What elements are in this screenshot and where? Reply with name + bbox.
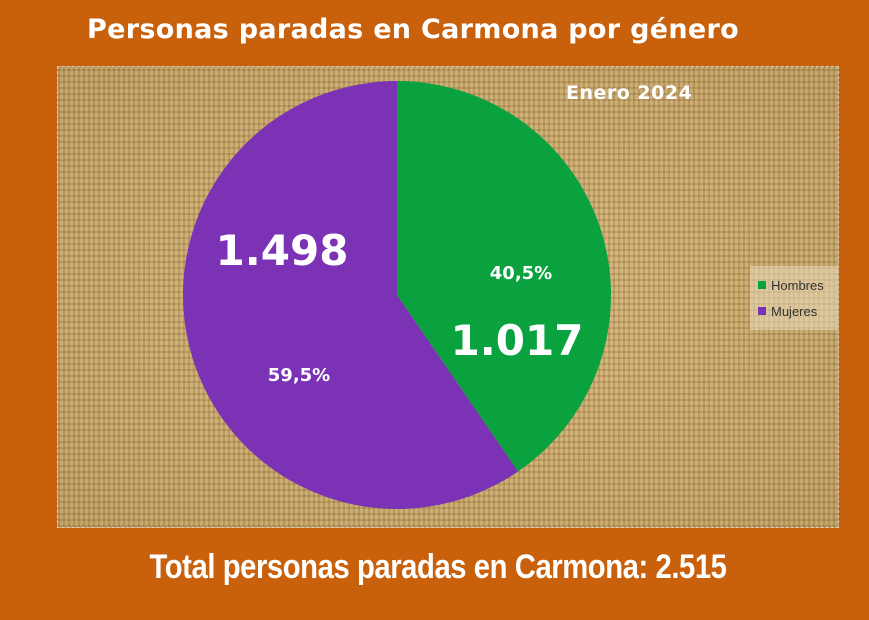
total-footer: Total personas paradas en Carmona: 2.515 (149, 548, 727, 586)
value-label-mujeres: 1.498 (216, 226, 349, 275)
percent-label-hombres: 40,5% (490, 263, 552, 284)
legend-label-hombres: Hombres (771, 277, 824, 293)
percent-label-mujeres: 59,5% (268, 365, 330, 386)
pie-slice-hombres (397, 81, 611, 472)
pie-slice-mujeres (182, 81, 518, 509)
legend-swatch-mujeres (758, 307, 766, 315)
legend-item-mujeres: Mujeres (758, 298, 838, 324)
legend-label-mujeres: Mujeres (771, 303, 818, 319)
legend-swatch-hombres (758, 281, 766, 289)
legend-item-hombres: Hombres (758, 272, 838, 298)
chart-legend: Hombres Mujeres (750, 266, 838, 330)
value-label-hombres: 1.017 (451, 316, 584, 365)
chart-title: Personas paradas en Carmona por género (87, 14, 739, 45)
chart-subtitle: Enero 2024 (566, 82, 693, 104)
